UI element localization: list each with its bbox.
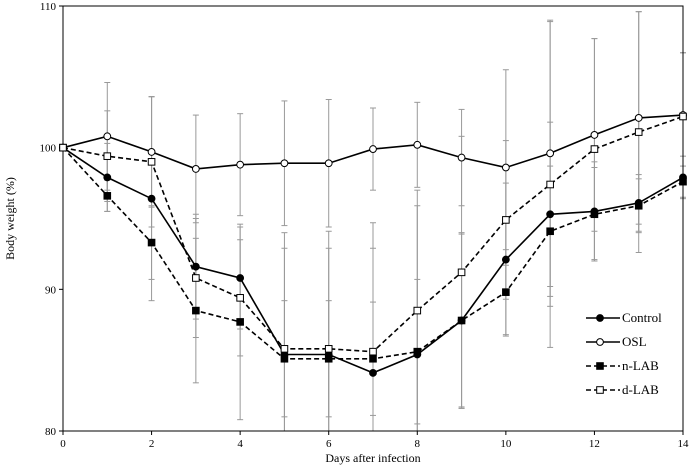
data-point-d-lab [236,294,244,302]
data-point-n-lab [679,177,687,186]
data-point-n-lab [147,238,156,247]
data-point-n-lab [192,306,200,315]
data-point-n-lab [103,192,112,200]
data-point-n-lab [324,354,333,363]
data-point-n-lab [634,201,643,210]
x-tick-label: 10 [500,438,512,450]
x-tick-label: 12 [589,438,600,450]
data-point-d-lab [457,268,466,277]
plot-frame [62,5,684,432]
data-point-d-lab [590,145,599,153]
legend-marker-n-lab [596,362,604,370]
y-tick-label: 90 [45,284,57,296]
axes: 0 2 4 6 8 10 12 14 80 90 100 110 Days after infectio… [3,1,689,465]
data-point-d-lab [634,128,643,136]
data-point-osl [590,131,599,139]
data-point-n-lab [369,354,377,363]
x-tick-label: 8 [415,438,421,450]
legend-marker-d-lab [596,386,604,394]
data-point-n-lab [590,210,599,219]
data-point-n-lab [413,347,422,356]
y-tick-label: 80 [45,426,57,438]
data-point-d-lab [280,345,289,353]
data-point-n-lab [502,288,510,296]
legend-label-d-lab: d-LAB [622,382,659,397]
data-point-osl [457,153,466,162]
data-point-d-lab [413,306,422,315]
data-point-control [546,210,555,219]
data-point-d-lab [369,347,377,356]
data-point-control [501,255,510,264]
data-point-control [147,194,156,203]
data-point-osl [280,159,289,168]
data-point-d-lab [59,143,67,152]
data-point-control [236,274,245,282]
x-tick-label: 2 [149,438,155,450]
legend-label-control: Control [622,310,662,325]
data-point-osl [147,148,156,156]
data-point-d-lab [103,152,112,160]
data-point-d-lab [192,274,200,282]
data-point-osl [236,160,245,169]
data-point-control [103,173,112,182]
y-axis-title: Body weight (%) [3,177,17,260]
data-point-d-lab [502,216,510,224]
data-point-d-lab [324,345,333,353]
legend-marker-osl [596,338,604,346]
data-point-n-lab [546,227,554,236]
data-point-osl [501,163,510,172]
legend-label-n-lab: n-LAB [622,358,659,373]
data-point-n-lab [280,354,289,363]
data-series [59,111,687,377]
data-point-control [369,369,377,377]
data-point-osl [369,145,377,153]
data-point-osl [191,165,200,173]
data-point-d-lab [679,112,687,121]
data-point-n-lab [236,318,244,326]
x-tick-label: 0 [60,438,66,450]
data-point-d-lab [546,180,554,189]
data-point-osl [634,114,643,122]
data-point-osl [413,140,422,149]
data-point-d-lab [147,158,156,166]
data-point-osl [324,159,333,168]
x-tick-label: 4 [237,438,243,450]
y-tick-label: 110 [40,1,57,13]
data-point-osl [103,132,112,141]
x-tick-label: 14 [678,438,689,450]
x-tick-label: 6 [326,438,332,450]
data-point-osl [546,149,555,158]
legend: Control OSL n-LAB d-LAB [586,310,662,397]
x-axis-title: Days after infection [325,451,420,465]
data-point-n-lab [457,316,466,325]
data-point-control [191,262,200,271]
legend-marker-control [596,314,604,322]
legend-label-osl: OSL [622,334,647,349]
y-tick-label: 100 [40,143,57,155]
